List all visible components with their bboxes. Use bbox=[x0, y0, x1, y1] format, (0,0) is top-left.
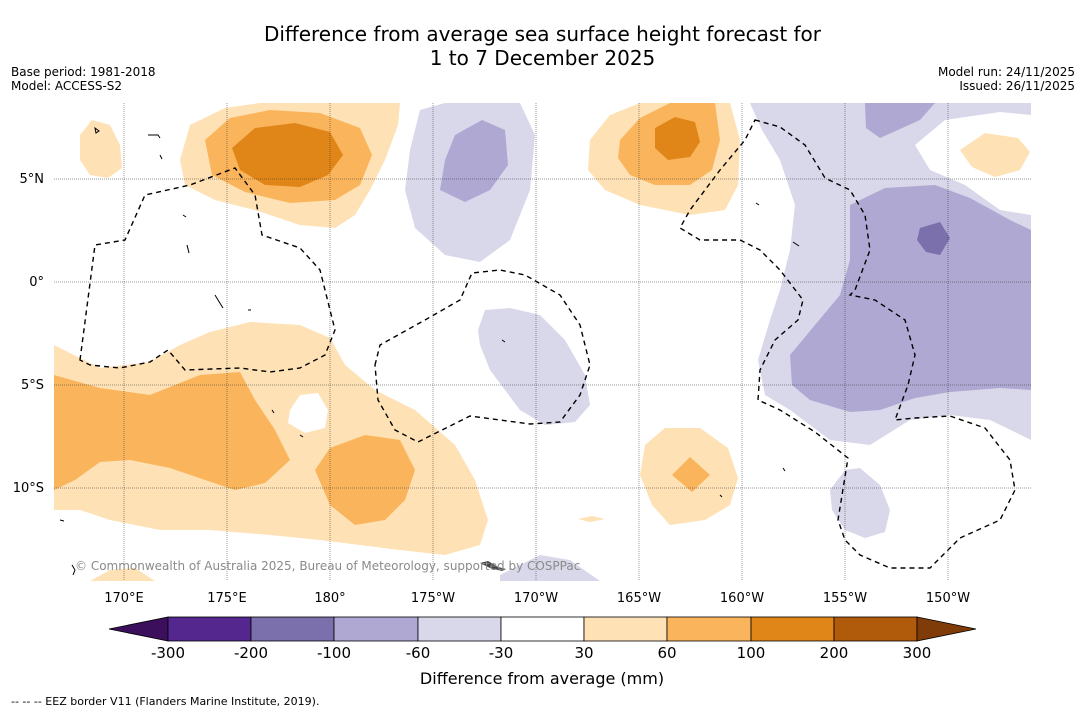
longitude-labels: 170°E 175°E 180° 175°W 170°W 165°W 160°W… bbox=[104, 591, 970, 606]
lat-label-5n: 5°N bbox=[20, 172, 45, 187]
island-4 bbox=[182, 214, 187, 218]
colorbar-tick-5: -30 bbox=[489, 644, 514, 662]
island-6 bbox=[214, 294, 224, 309]
lat-label-0: 0° bbox=[29, 275, 44, 290]
eez-borders bbox=[79, 119, 1016, 569]
lon-label-180: 180° bbox=[314, 591, 345, 606]
lon-label-165w: 165°W bbox=[617, 591, 661, 606]
base-period: Base period: 1981-2018 bbox=[11, 65, 156, 79]
lon-label-150w: 150°W bbox=[926, 591, 970, 606]
island-14 bbox=[719, 494, 723, 498]
meta-left: Base period: 1981-2018 Model: ACCESS-S2 bbox=[11, 65, 156, 93]
anomaly-pos-60-southwest-east bbox=[315, 435, 415, 525]
colorbar-swatch-6 bbox=[583, 616, 668, 642]
anomaly-white-hole-southwest bbox=[288, 393, 328, 433]
colorbar bbox=[108, 616, 977, 642]
colorbar-tick-9: 200 bbox=[820, 644, 849, 662]
anomaly-pos-100-northwest bbox=[232, 123, 343, 187]
island-1 bbox=[94, 126, 100, 134]
model-run: Model run: 24/11/2025 bbox=[937, 65, 1075, 79]
anomaly-pos-30-sliver bbox=[578, 516, 605, 522]
island-9 bbox=[299, 434, 304, 438]
eez-border-central bbox=[374, 269, 591, 443]
anomaly-neg-60-south bbox=[500, 555, 600, 581]
anomaly-neg-60-central bbox=[478, 308, 590, 425]
anomaly-pos-60-southwest-west bbox=[54, 372, 290, 490]
colorbar-tick-6: 30 bbox=[574, 644, 593, 662]
colorbar-tick-3: -100 bbox=[317, 644, 351, 662]
latitude-labels: 5°N 0° 5°S 10°S bbox=[13, 172, 44, 496]
island-16 bbox=[71, 564, 76, 576]
anomaly-neg-100-east bbox=[790, 185, 1031, 412]
map-plot-area bbox=[54, 103, 1031, 581]
colorbar-swatch-5 bbox=[500, 616, 585, 642]
anomaly-pos-30-northeast-spot bbox=[960, 133, 1030, 177]
colorbar-swatch-2 bbox=[250, 616, 335, 642]
eez-border-east bbox=[679, 119, 1016, 569]
lon-label-175e: 175°E bbox=[207, 591, 247, 606]
island-2 bbox=[148, 134, 161, 139]
island-dark bbox=[480, 561, 506, 571]
model-name: Model: ACCESS-S2 bbox=[11, 79, 123, 93]
colorbar-ticks: -300 -200 -100 -60 -30 30 60 100 200 300 bbox=[151, 644, 931, 662]
anomaly-pos-30-bottom-left bbox=[90, 568, 155, 581]
gridlines bbox=[54, 103, 1031, 581]
colorbar-tick-2: -200 bbox=[234, 644, 268, 662]
lon-label-175w: 175°W bbox=[411, 591, 455, 606]
eez-legend-footer: -- -- -- EEZ border V11 (Flanders Marine… bbox=[11, 695, 320, 708]
colorbar-swatch-1 bbox=[167, 616, 252, 642]
colorbar-swatch-9 bbox=[833, 616, 918, 642]
lat-label-5s: 5°S bbox=[21, 378, 44, 393]
colorbar-swatch-4 bbox=[417, 616, 502, 642]
colorbar-swatch-8 bbox=[750, 616, 835, 642]
lon-label-155w: 155°W bbox=[823, 591, 867, 606]
meta-right: Model run: 24/11/2025 Issued: 26/11/2025 bbox=[938, 65, 1075, 93]
anomaly-neg-100-north bbox=[440, 120, 508, 202]
colorbar-title: Difference from average (mm) bbox=[420, 669, 664, 688]
colorbar-tick-1: -300 bbox=[151, 644, 185, 662]
colorbar-tick-7: 60 bbox=[657, 644, 676, 662]
eez-border-west bbox=[79, 167, 336, 373]
anomaly-pos-60-southeast-small bbox=[672, 457, 710, 492]
island-15 bbox=[59, 519, 65, 522]
colorbar-tick-4: -60 bbox=[406, 644, 431, 662]
lon-label-170w: 170°W bbox=[514, 591, 558, 606]
colorbar-tick-10: 300 bbox=[903, 644, 932, 662]
anomaly-pos-100-north-central bbox=[655, 117, 700, 160]
island-3 bbox=[159, 154, 163, 160]
lat-label-10s: 10°S bbox=[13, 481, 44, 496]
map-title: Difference from average sea surface heig… bbox=[0, 22, 1085, 70]
anomaly-neg-200-east bbox=[917, 222, 950, 255]
lon-label-160w: 160°W bbox=[720, 591, 764, 606]
islands bbox=[59, 126, 800, 576]
colorbar-tick-8: 100 bbox=[737, 644, 766, 662]
issued-date: Issued: 26/11/2025 bbox=[959, 79, 1075, 93]
anomaly-pos-30-islet bbox=[80, 120, 122, 178]
colorbar-swatch-3 bbox=[333, 616, 419, 642]
island-8 bbox=[271, 409, 275, 414]
island-5 bbox=[186, 244, 190, 254]
title-line-1: Difference from average sea surface heig… bbox=[263, 22, 822, 46]
island-12 bbox=[792, 241, 800, 247]
colorbar-arrow-low bbox=[108, 616, 169, 642]
island-10 bbox=[501, 339, 506, 343]
anomaly-neg-100-east-top bbox=[865, 103, 935, 138]
lon-label-170e: 170°E bbox=[104, 591, 144, 606]
copyright-text: © Commonwealth of Australia 2025, Bureau… bbox=[75, 559, 580, 573]
title-line-2: 1 to 7 December 2025 bbox=[429, 46, 656, 70]
colorbar-swatch-7 bbox=[666, 616, 752, 642]
island-13 bbox=[782, 467, 786, 472]
colorbar-arrow-high bbox=[916, 616, 977, 642]
island-11 bbox=[755, 202, 760, 206]
